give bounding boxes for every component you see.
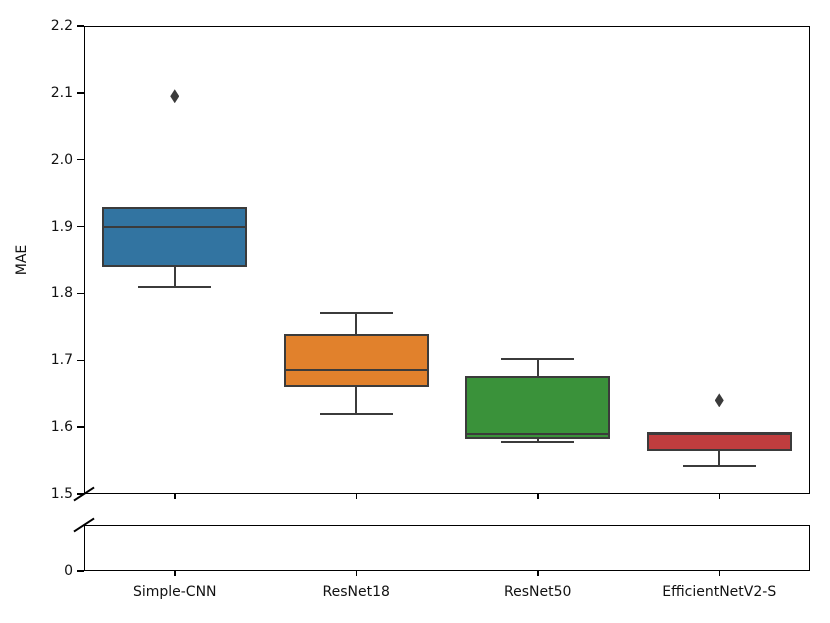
x-tick-mark-main <box>355 494 357 499</box>
x-tick-mark-main <box>174 494 176 499</box>
y-tick-mark <box>77 292 84 295</box>
x-tick-mark-main <box>537 494 539 499</box>
y-tick-mark <box>77 225 84 228</box>
median-line <box>467 432 609 435</box>
y-tick-mark <box>77 359 84 362</box>
x-tick-label: EfficientNetV2-S <box>662 584 777 600</box>
median-line <box>104 225 246 228</box>
x-tick-mark-main <box>718 494 720 499</box>
broken-y-tick-label: 0 <box>64 563 73 579</box>
x-tick-label: ResNet18 <box>322 584 390 600</box>
broken-y-tick-mark <box>77 570 84 572</box>
y-tick-mark <box>77 25 84 27</box>
y-tick-label: 1.8 <box>50 285 73 302</box>
lower-whisker <box>536 438 539 442</box>
x-tick-mark-broken <box>718 571 720 576</box>
upper-whisker <box>355 313 358 334</box>
y-tick-label: 1.9 <box>50 218 73 235</box>
x-tick-mark-broken <box>355 571 357 576</box>
lower-whisker <box>173 266 176 287</box>
y-tick-label: 2.0 <box>50 151 73 168</box>
upper-whisker <box>536 358 539 376</box>
y-tick-mark <box>77 426 84 428</box>
outlier-diamond <box>170 89 180 104</box>
lower-whisker <box>355 387 358 414</box>
x-tick-label: ResNet50 <box>504 584 572 600</box>
upper-whisker-cap <box>319 312 393 315</box>
upper-whisker-cap <box>501 357 575 360</box>
lower-whisker-cap <box>319 412 393 415</box>
x-tick-mark-broken <box>537 571 539 576</box>
y-tick-mark <box>77 493 84 495</box>
y-tick-label: 1.7 <box>50 352 73 369</box>
box-efficientnetv2-s <box>646 431 792 451</box>
y-tick-label: 2.1 <box>50 84 73 101</box>
lower-whisker <box>718 450 721 466</box>
y-tick-label: 2.2 <box>50 18 73 34</box>
lower-whisker-cap <box>501 440 575 443</box>
outlier-diamond <box>714 393 724 408</box>
median-line <box>285 369 427 372</box>
lower-whisker-cap <box>682 464 756 467</box>
y-tick-label: 1.6 <box>50 419 73 436</box>
box-resnet50 <box>465 375 611 439</box>
y-tick-mark <box>77 158 84 161</box>
y-tick-label: 1.5 <box>50 486 73 502</box>
y-tick-mark <box>77 92 84 94</box>
box-resnet18 <box>283 333 429 388</box>
median-line <box>648 432 790 435</box>
lower-whisker-cap <box>138 285 212 288</box>
broken-axis-panel <box>84 525 810 571</box>
x-tick-label: Simple-CNN <box>132 584 217 600</box>
box-simple-cnn <box>102 206 248 267</box>
x-tick-mark-broken <box>174 571 176 576</box>
